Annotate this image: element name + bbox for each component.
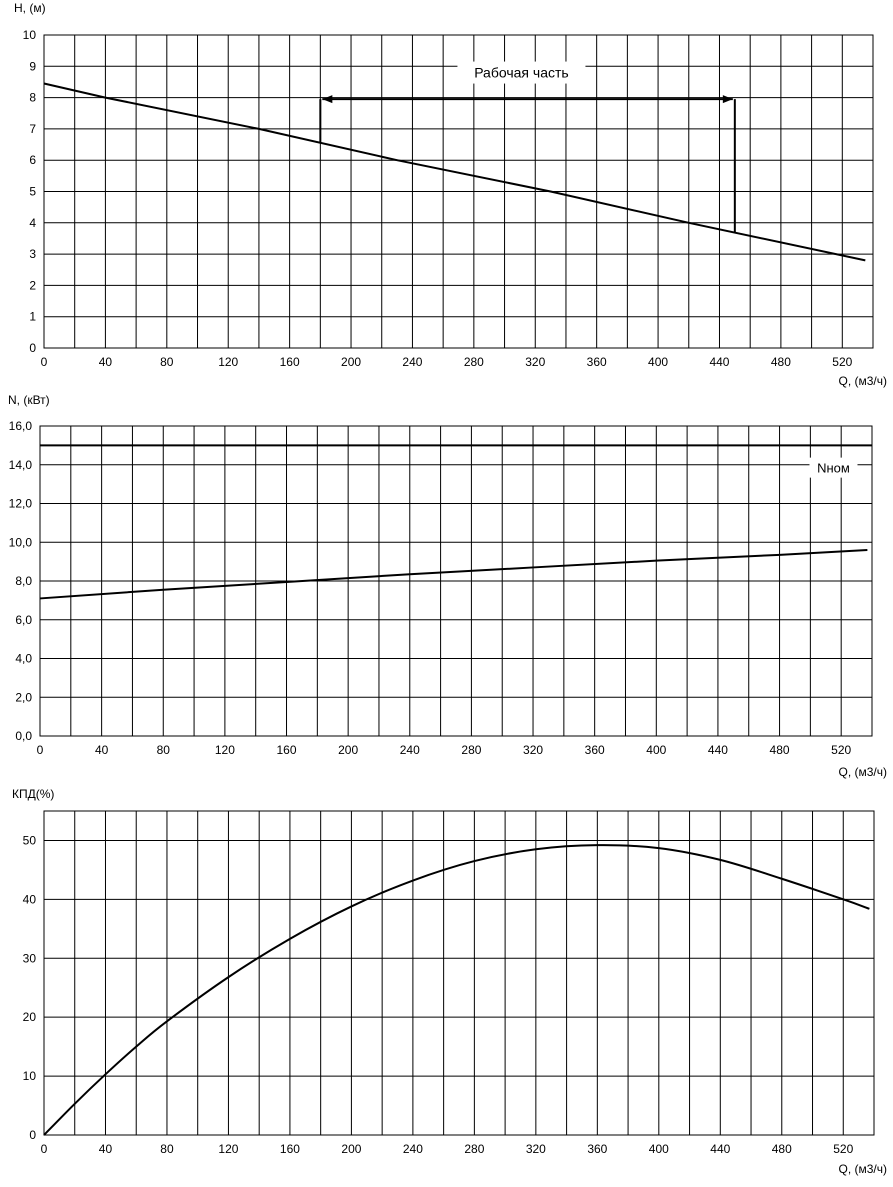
x-tick-label: 120 [218,355,238,369]
x-tick-label: 320 [526,1142,546,1156]
y-tick-label: 0 [29,1128,36,1142]
series-line-2 [39,549,868,600]
x-tick-label: 160 [280,1142,300,1156]
chart-1: 0 1 2 3 4 5 6 7 8 9 10 0 40 80 120 160 200 240 280 320 360 40… [14,1,887,388]
x-tick-label: 280 [461,743,481,757]
y-tick-label: 3 [29,247,36,261]
y-tick-label: 30 [23,951,37,965]
series-line-1 [43,82,866,262]
annotation-background [457,61,586,84]
nominal-power-label: Nном [817,461,850,476]
working-range-arrow-left [322,95,333,104]
y-tick-label: 6,0 [15,613,32,627]
x-tick-label: 160 [280,355,300,369]
y-tick-label: 20 [23,1010,37,1024]
y-tick-label: 2,0 [15,690,32,704]
y-tick-label: 2 [29,278,36,292]
y-tick-label: 8,0 [15,574,32,588]
y-tick-label: 0,0 [15,729,32,743]
x-tick-label: 280 [464,355,484,369]
x-tick-label: 200 [341,1142,361,1156]
x-tick-label: 40 [99,1142,113,1156]
x-tick-label: 0 [41,355,48,369]
x-tick-label: 480 [772,1142,792,1156]
y-tick-label: 9 [29,59,36,73]
y-tick-label: 4,0 [15,652,32,666]
y-tick-label: 14,0 [9,458,33,472]
y-tick-label: 4 [29,216,36,230]
working-range-label: Рабочая часть [474,65,569,81]
y-tick-label: 8 [29,91,36,105]
x-tick-label: 360 [587,355,607,369]
plot-frame [43,810,875,1136]
x-tick-label: 80 [157,743,171,757]
x-tick-label: 80 [160,1142,174,1156]
x-tick-label: 440 [709,355,729,369]
x-axis-title: Q, (м3/ч) [838,1162,887,1176]
x-tick-label: 520 [833,1142,853,1156]
x-tick-label: 320 [525,355,545,369]
x-tick-label: 40 [95,743,109,757]
y-tick-label: 10,0 [9,535,33,549]
y-tick-label: 40 [23,892,37,906]
x-tick-label: 120 [218,1142,238,1156]
x-tick-label: 240 [402,355,422,369]
x-tick-label: 120 [215,743,235,757]
x-tick-label: 400 [648,355,668,369]
x-tick-label: 360 [585,743,605,757]
y-tick-label: 16,0 [9,419,33,433]
chart-2: 0,0 2,0 4,0 6,0 8,0 10,0 12,0 14,0 16,0 0 40 80 120 1… [8,393,887,779]
x-tick-label: 80 [160,355,174,369]
x-tick-label: 240 [400,743,420,757]
y-tick-label: 10 [23,1069,37,1083]
y-axis-title: H, (м) [14,1,46,15]
y-tick-label: 7 [29,122,36,136]
x-tick-label: 0 [37,743,44,757]
y-axis-title: КПД(%) [12,787,54,801]
x-tick-label: 400 [646,743,666,757]
x-tick-label: 440 [708,743,728,757]
y-tick-label: 50 [23,833,37,847]
x-axis-title: Q, (м3/ч) [838,765,887,779]
x-tick-label: 440 [710,1142,730,1156]
annotation-background [809,457,858,478]
x-tick-label: 280 [464,1142,484,1156]
y-tick-label: 10 [23,28,37,42]
plot-frame [39,425,873,737]
x-tick-label: 200 [341,355,361,369]
chart-3: 0 10 20 30 40 50 0 40 80 120 160 200 240 280 320 360 400… [12,787,887,1176]
y-tick-label: 1 [29,310,36,324]
x-tick-label: 520 [831,743,851,757]
x-axis-title: Q, (м3/ч) [838,374,887,388]
x-tick-label: 520 [832,355,852,369]
x-tick-label: 480 [770,743,790,757]
x-tick-label: 360 [587,1142,607,1156]
x-tick-label: 200 [338,743,358,757]
x-tick-label: 0 [41,1142,48,1156]
y-tick-label: 12,0 [9,497,33,511]
x-tick-label: 40 [99,355,113,369]
x-tick-label: 480 [771,355,791,369]
y-axis-title: N, (кВт) [8,393,50,407]
y-tick-label: 5 [29,185,36,199]
series-line-3 [43,844,870,1136]
y-tick-label: 0 [29,341,36,355]
x-tick-label: 240 [403,1142,423,1156]
working-range-arrow-right [722,95,733,104]
y-tick-label: 6 [29,153,36,167]
x-tick-label: 400 [649,1142,669,1156]
x-tick-label: 160 [277,743,297,757]
x-tick-label: 320 [523,743,543,757]
plot-frame [43,34,874,349]
